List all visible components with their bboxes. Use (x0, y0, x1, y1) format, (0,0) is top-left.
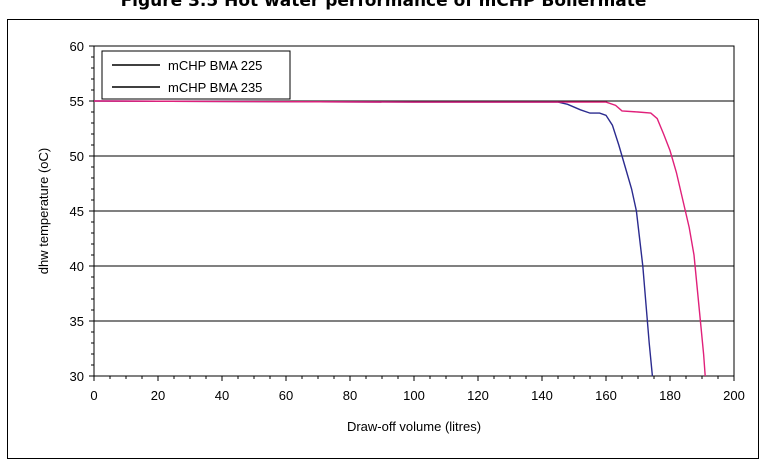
x-tick-label: 20 (151, 388, 165, 403)
x-tick-label: 60 (279, 388, 293, 403)
x-tick-label: 140 (531, 388, 553, 403)
x-tick-label: 120 (467, 388, 489, 403)
x-tick-label: 160 (595, 388, 617, 403)
y-tick-label: 60 (70, 39, 84, 54)
y-tick-label: 55 (70, 94, 84, 109)
y-tick-label: 40 (70, 259, 84, 274)
series-lines (93, 100, 706, 377)
y-tick-label: 30 (70, 369, 84, 384)
legend-label: mCHP BMA 235 (168, 80, 262, 95)
x-tick-label: 40 (215, 388, 229, 403)
x-axis-title: Draw-off volume (litres) (347, 419, 481, 434)
figure-title: Figure 3.5 Hot water performance of mCHP… (120, 0, 647, 11)
chart-frame: 30 35 40 45 50 55 60 0 20 40 60 80 100 120 140 160 180 20… (7, 19, 759, 459)
line-chart: 30 35 40 45 50 55 60 0 20 40 60 80 100 120 140 160 180 20… (36, 39, 745, 434)
series-line-2 (93, 100, 706, 377)
y-tick-label: 35 (70, 314, 84, 329)
axis-ticks: 30 35 40 45 50 55 60 0 20 40 60 80 100 120 140 160 180 20… (70, 39, 745, 403)
legend: mCHP BMA 225 mCHP BMA 235 (101, 50, 291, 100)
y-tick-label: 45 (70, 204, 84, 219)
x-tick-label: 100 (403, 388, 425, 403)
series-line-1 (93, 100, 654, 377)
y-axis-title: dhw temperature (oC) (36, 148, 51, 274)
legend-box (101, 50, 291, 100)
x-tick-label: 180 (659, 388, 681, 403)
y-tick-label: 50 (70, 149, 84, 164)
x-tick-label: 80 (343, 388, 357, 403)
legend-label: mCHP BMA 225 (168, 58, 262, 73)
x-tick-label: 200 (723, 388, 745, 403)
x-tick-label: 0 (90, 388, 97, 403)
